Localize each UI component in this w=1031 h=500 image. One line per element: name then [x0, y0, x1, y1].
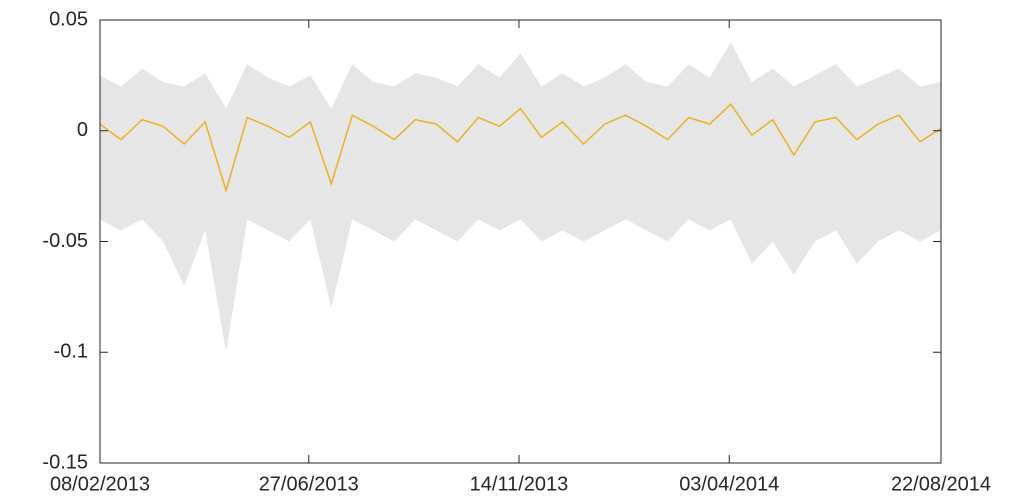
x-tick-label: 22/08/2014 [891, 473, 991, 495]
x-tick-label: 03/04/2014 [679, 473, 779, 495]
x-tick-label: 14/11/2013 [470, 473, 569, 495]
y-tick-label: -0.15 [42, 451, 88, 473]
y-tick-label: 0.05 [49, 8, 88, 30]
y-tick-label: 0 [77, 119, 88, 141]
x-tick-label: 27/06/2013 [259, 473, 359, 495]
y-tick-label: -0.05 [42, 230, 88, 252]
y-tick-label: -0.1 [54, 341, 88, 363]
band [100, 42, 941, 353]
line [99, 103, 942, 194]
x-tick-label: 08/02/2013 [50, 473, 150, 495]
